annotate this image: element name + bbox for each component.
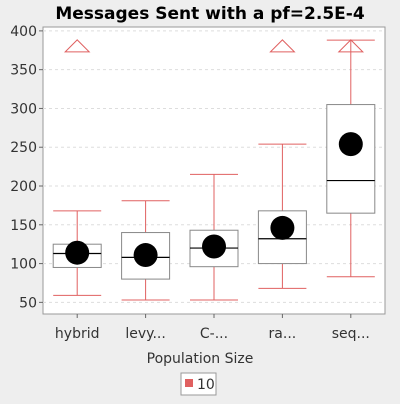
mean-marker: [202, 234, 226, 259]
x-tick-label: hybrid: [55, 326, 100, 342]
x-axis-ticks: hybrid levy... C-... ra... seq...: [55, 314, 370, 342]
y-tick-label: 100: [10, 257, 37, 273]
box-group: [52, 39, 102, 296]
mean-marker: [133, 243, 158, 268]
outlier-marker: [63, 39, 91, 53]
y-tick-label: 150: [10, 218, 37, 234]
x-tick-label: ra...: [269, 326, 297, 342]
outlier-marker: [337, 39, 365, 53]
legend-box: [180, 372, 217, 396]
outlier-marker: [269, 39, 296, 53]
x-tick-label: C-...: [200, 326, 228, 342]
x-tick-label: levy...: [125, 326, 165, 342]
box-group: [326, 39, 376, 278]
box-group: [257, 39, 307, 289]
box-group: [121, 200, 171, 301]
y-tick-label: 350: [10, 63, 37, 79]
y-tick-label: 250: [10, 140, 37, 156]
mean-marker: [338, 132, 363, 157]
mean-marker: [65, 240, 90, 265]
y-tick-label: 400: [10, 24, 37, 40]
y-axis-ticks: 50 100 150 200 250 300 350 400: [10, 24, 43, 311]
chart-title: Messages Sent with a pf=2.5E-4: [55, 4, 364, 24]
box-group: [189, 173, 239, 301]
iqr-box: [326, 104, 376, 214]
legend: 10: [180, 372, 217, 396]
legend-label: 10: [197, 377, 215, 393]
y-tick-label: 300: [10, 101, 37, 117]
box-series: [52, 39, 376, 301]
legend-swatch: [185, 379, 193, 387]
x-tick-label: seq...: [332, 326, 370, 342]
mean-marker: [270, 215, 295, 240]
y-tick-label: 50: [19, 295, 37, 311]
y-tick-label: 200: [10, 179, 37, 195]
x-axis-label: Population Size: [147, 351, 254, 367]
